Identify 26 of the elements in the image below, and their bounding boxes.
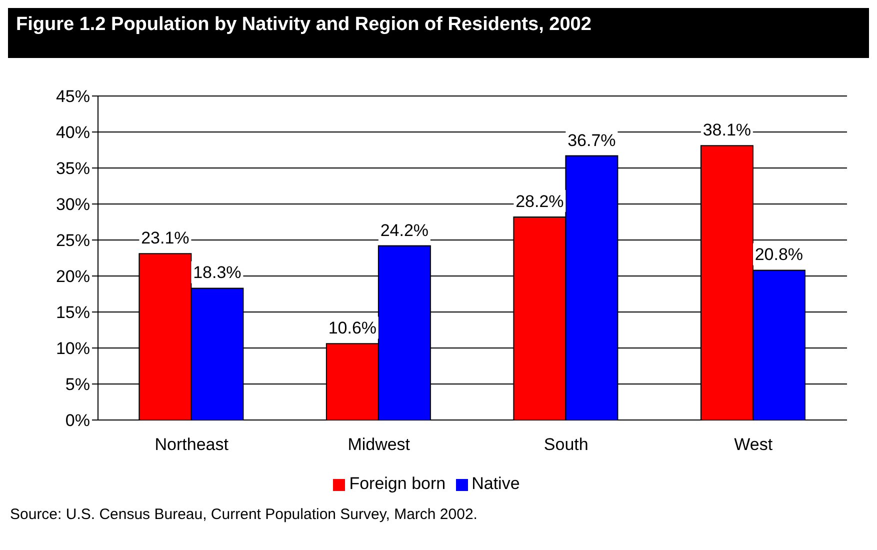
y-tick-label: 10% [56,339,90,358]
data-label: 28.2% [516,192,564,211]
y-tick-label: 40% [56,123,90,142]
legend-label: Foreign born [349,474,446,493]
data-label: 24.2% [380,220,429,240]
y-tick-label: 30% [56,195,90,214]
x-tick-label: Midwest [348,435,410,454]
data-label: 18.3% [193,263,242,282]
legend-label: Native [472,474,520,493]
y-tick-label: 15% [56,303,90,322]
source-note: Source: U.S. Census Bureau, Current Population Survey, March 2002. [10,506,478,523]
y-tick-label: 45% [56,87,90,106]
y-tick-label: 0% [65,411,90,430]
data-label: 20.8% [754,245,804,264]
y-tick-label: 25% [56,231,90,250]
data-label: 23.1% [141,228,190,248]
data-label: 38.1% [702,120,752,140]
x-tick-label: West [734,435,773,454]
x-tick-label: Northeast [154,435,229,454]
y-tick-label: 20% [56,267,90,286]
x-tick-label: South [544,435,588,454]
chart-title: Figure 1.2 Population by Nativity and Region of Residents, 2002 [8,8,869,58]
data-label: 36.7% [568,130,616,150]
y-tick-label: 5% [65,375,90,394]
data-label: 10.6% [328,318,377,338]
y-tick-label: 35% [56,159,90,178]
